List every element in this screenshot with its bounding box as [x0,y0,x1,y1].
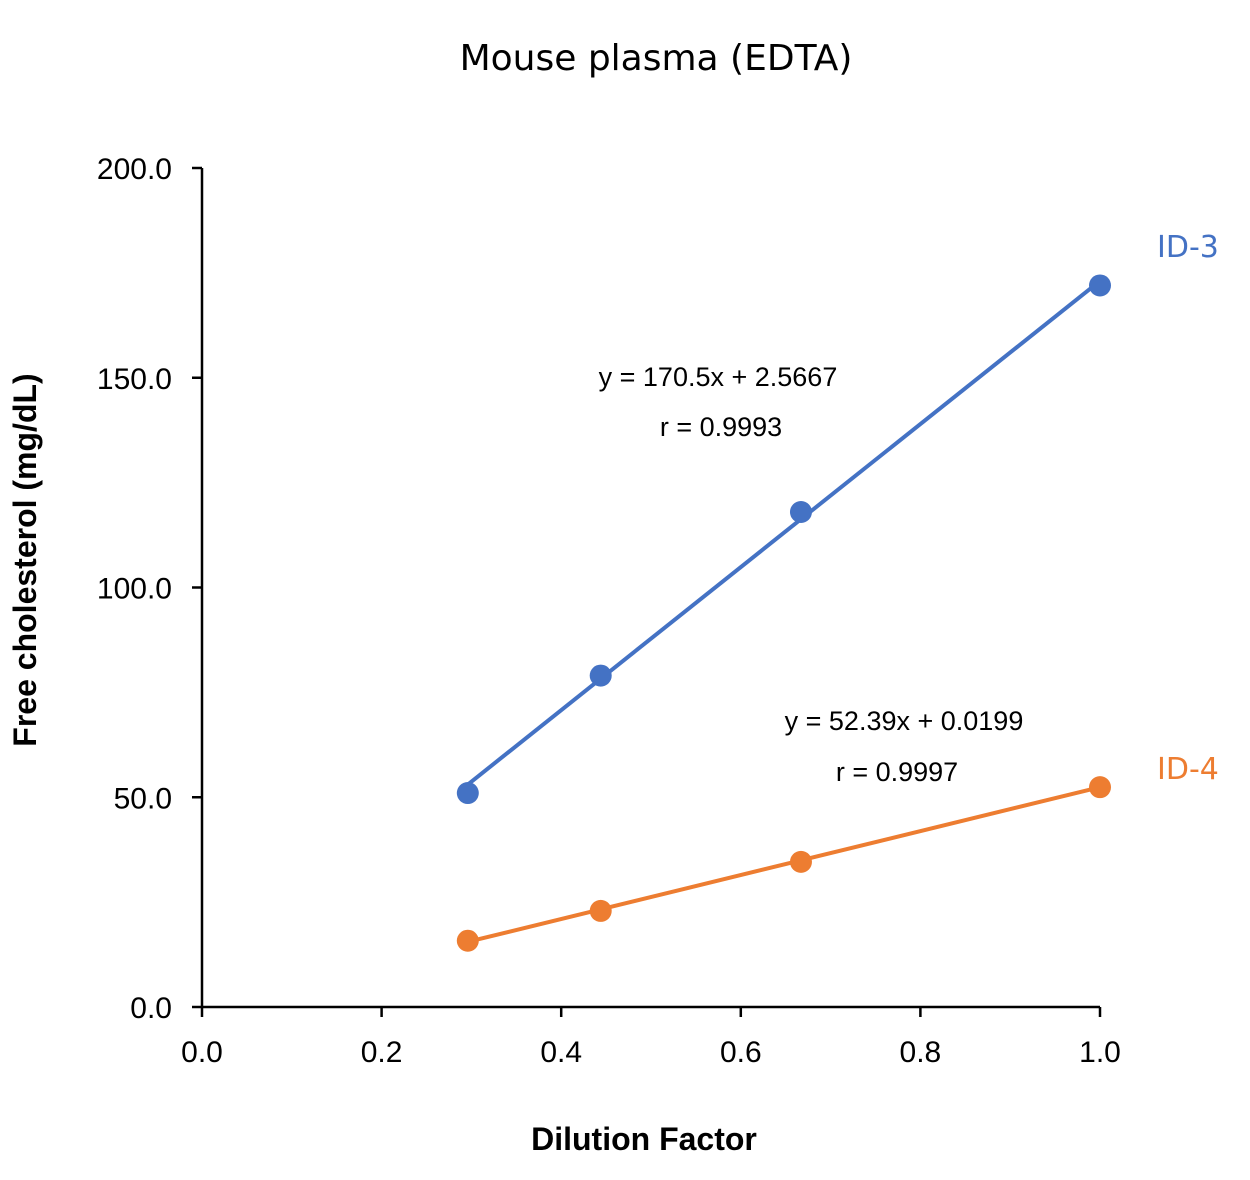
x-tick-label: 0.8 [900,1036,942,1069]
data-point-id-3 [789,500,812,523]
series-label-id-3: ID-3 [1157,230,1219,265]
y-axis-label: Free cholesterol (mg/dL) [7,373,43,746]
x-tick-label: 0.4 [540,1036,582,1069]
id3-r-value: r = 0.9993 [660,412,782,442]
data-point-id-4 [1089,776,1111,799]
series-label-id-4: ID-4 [1157,752,1219,787]
trendline-id-3 [466,279,1102,787]
y-tick-label: 50.0 [114,782,172,815]
y-tick-label: 100.0 [97,573,172,606]
y-tick-label: 200.0 [97,153,172,186]
id4-equation: y = 52.39x + 0.0199 [785,706,1024,736]
data-point-id-3 [1089,274,1111,297]
data-point-id-4 [789,850,812,873]
id4-r-value: r = 0.9997 [836,757,958,787]
axes [200,168,1100,1009]
x-tick-label: 0.2 [361,1036,403,1069]
data-point-id-4 [456,929,479,952]
chart-title: Mouse plasma (EDTA) [460,38,853,79]
x-tick-label: 0.6 [720,1036,762,1069]
id3-equation: y = 170.5x + 2.5667 [599,362,838,392]
data-point-id-3 [589,664,612,687]
trendline-id-4 [467,785,1101,944]
y-axis-ticks: 0.0 50.0 100.0 150.0 200.0 [97,153,202,1025]
series-layer [456,274,1111,952]
data-point-id-4 [589,899,612,922]
y-tick-label: 0.0 [130,992,172,1025]
x-axis-label: Dilution Factor [531,1121,757,1157]
data-point-id-3 [456,782,479,805]
y-tick-label: 150.0 [97,363,172,396]
x-axis-ticks: 0.0 0.2 0.4 0.6 0.8 1.0 [181,1007,1121,1069]
x-tick-label: 1.0 [1079,1036,1121,1069]
x-tick-label: 0.0 [181,1036,223,1069]
